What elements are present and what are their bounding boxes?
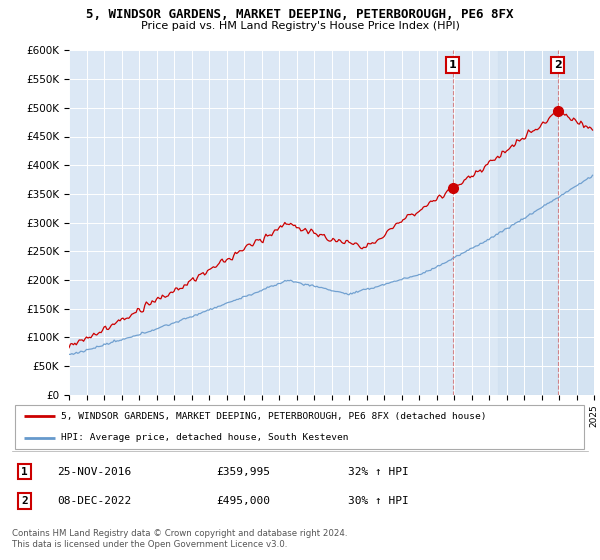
Text: 2: 2 bbox=[554, 60, 562, 70]
FancyBboxPatch shape bbox=[15, 405, 584, 449]
Text: 30% ↑ HPI: 30% ↑ HPI bbox=[348, 496, 409, 506]
Text: 25-NOV-2016: 25-NOV-2016 bbox=[57, 466, 131, 477]
Text: 5, WINDSOR GARDENS, MARKET DEEPING, PETERBOROUGH, PE6 8FX: 5, WINDSOR GARDENS, MARKET DEEPING, PETE… bbox=[86, 8, 514, 21]
Text: Contains HM Land Registry data © Crown copyright and database right 2024.
This d: Contains HM Land Registry data © Crown c… bbox=[12, 529, 347, 549]
Text: Price paid vs. HM Land Registry's House Price Index (HPI): Price paid vs. HM Land Registry's House … bbox=[140, 21, 460, 31]
Text: 2: 2 bbox=[21, 496, 28, 506]
Text: £359,995: £359,995 bbox=[216, 466, 270, 477]
Text: £495,000: £495,000 bbox=[216, 496, 270, 506]
Text: 1: 1 bbox=[21, 466, 28, 477]
Text: 1: 1 bbox=[449, 60, 457, 70]
Text: HPI: Average price, detached house, South Kesteven: HPI: Average price, detached house, Sout… bbox=[61, 433, 349, 442]
Text: 32% ↑ HPI: 32% ↑ HPI bbox=[348, 466, 409, 477]
Text: 08-DEC-2022: 08-DEC-2022 bbox=[57, 496, 131, 506]
Bar bbox=[498, 50, 594, 395]
Text: 5, WINDSOR GARDENS, MARKET DEEPING, PETERBOROUGH, PE6 8FX (detached house): 5, WINDSOR GARDENS, MARKET DEEPING, PETE… bbox=[61, 412, 487, 421]
